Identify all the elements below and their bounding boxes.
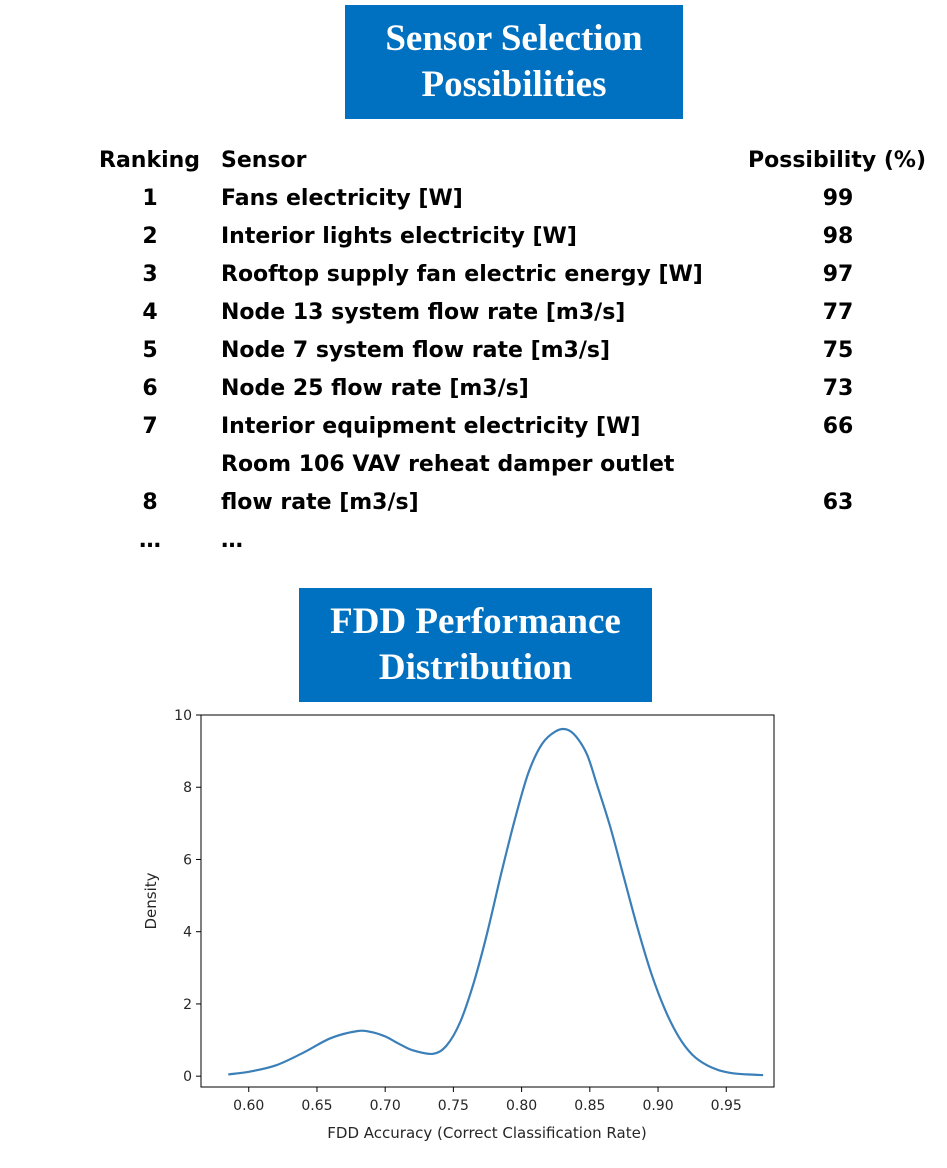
y-tick-label: 0 (183, 1069, 192, 1085)
row-possibility: 73 (822, 376, 854, 401)
y-axis-ticks: 0 2 4 6 8 10 (174, 708, 201, 1085)
x-tick-label: 0.75 (438, 1098, 469, 1114)
x-tick-label: 0.60 (233, 1098, 264, 1114)
row-sensor: Node 13 system flow rate [m3/s] (221, 300, 626, 325)
row-sensor: Fans electricity [W] (221, 186, 463, 211)
row-rank: 3 (142, 262, 158, 287)
row-sensor: Node 25 flow rate [m3/s] (221, 376, 529, 401)
header-sensor: Sensor (221, 148, 307, 173)
row-possibility: 77 (822, 300, 854, 325)
row-possibility: 99 (822, 186, 854, 211)
header-possibility: Possibility (%) (748, 148, 927, 173)
row-rank: 2 (142, 224, 158, 249)
banner-title-line2: Distribution (378, 647, 573, 688)
x-axis-ticks: 0.60 0.65 0.70 0.75 0.80 0.85 0.90 0.95 (233, 1087, 742, 1114)
row-rank: 5 (142, 338, 158, 363)
density-curve (228, 727, 764, 1077)
banner-title-line1: FDD Performance (330, 601, 621, 642)
row-possibility: 98 (822, 224, 854, 249)
y-tick-label: 2 (183, 997, 192, 1013)
row-rank: … (139, 528, 161, 553)
x-axis-label: FDD Accuracy (Correct Classification Rat… (327, 1124, 646, 1142)
x-tick-label: 0.70 (370, 1098, 401, 1114)
row-possibility: 97 (822, 262, 854, 287)
row-sensor: Interior lights electricity [W] (221, 224, 577, 249)
plot-frame (200, 714, 775, 1088)
y-tick-label: 4 (183, 925, 192, 941)
row-rank: 6 (142, 376, 158, 401)
row-possibility: 75 (822, 338, 854, 363)
x-tick-label: 0.65 (301, 1098, 332, 1114)
y-axis-label: Density (142, 872, 160, 929)
row-rank: 7 (142, 414, 158, 439)
y-tick-label: 10 (174, 708, 192, 724)
fdd-performance-banner: FDD Performance Distribution (299, 588, 652, 702)
x-tick-label: 0.90 (642, 1098, 673, 1114)
banner-title-line2: Possibilities (421, 64, 607, 105)
x-tick-label: 0.85 (574, 1098, 605, 1114)
row-possibility: 63 (822, 490, 854, 515)
row-sensor: Room 106 VAV reheat damper outlet (221, 452, 675, 477)
row-sensor: Interior equipment electricity [W] (221, 414, 641, 439)
x-tick-label: 0.80 (506, 1098, 537, 1114)
row-rank: 4 (142, 300, 158, 325)
density-chart: 0 2 4 6 8 10 0.60 0.65 0.70 0.75 0.80 0.85 0.90 0.95… (142, 708, 775, 1142)
row-rank: 8 (142, 490, 158, 515)
row-sensor: … (221, 528, 243, 553)
row-rank: 1 (142, 186, 158, 211)
row-sensor: Node 7 system flow rate [m3/s] (221, 338, 611, 363)
row-sensor: flow rate [m3/s] (221, 490, 419, 515)
y-tick-label: 6 (183, 852, 192, 868)
x-tick-label: 0.95 (711, 1098, 742, 1114)
row-sensor: Rooftop supply fan electric energy [W] (221, 262, 703, 287)
sensor-selection-banner: Sensor Selection Possibilities (345, 5, 683, 119)
row-possibility: 66 (822, 414, 854, 439)
header-ranking: Ranking (99, 148, 201, 173)
y-tick-label: 8 (183, 780, 192, 796)
banner-title-line1: Sensor Selection (385, 18, 643, 59)
